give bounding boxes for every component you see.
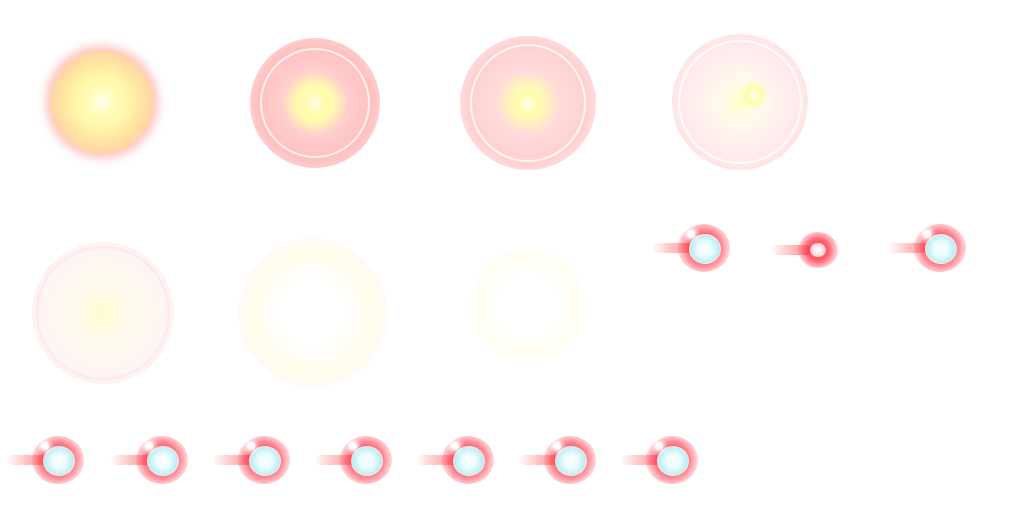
projectile-flare [247, 442, 255, 450]
projectile-frame-14 [314, 432, 400, 488]
impact-fade-frame-7 [470, 248, 586, 364]
projectile-flare [349, 442, 357, 450]
projectile-flare [655, 442, 663, 450]
impact-flash-frame-1 [50, 50, 154, 154]
projectile-frame-16 [518, 432, 604, 488]
projectile-frame-12 [110, 432, 196, 488]
impact-fade-frame-6 [238, 238, 388, 388]
projectile-core [249, 446, 281, 476]
projectile-tail [888, 243, 930, 253]
projectile-frame-17 [620, 432, 706, 488]
projectile-tail [652, 243, 694, 253]
flash-core [738, 80, 769, 111]
projectile-frame-9 [770, 222, 856, 278]
projectile-flare [145, 442, 153, 450]
impact-flash-frame-4 [672, 34, 808, 170]
shock-ring [470, 44, 586, 162]
projectile-frame-11 [6, 432, 92, 488]
projectile-tail [314, 455, 356, 465]
flash-core [67, 67, 137, 137]
projectile-flare [553, 442, 561, 450]
projectile-tail [416, 455, 458, 465]
projectile-core [351, 446, 383, 476]
shock-ring [260, 48, 370, 158]
projectile-core [689, 234, 721, 264]
projectile-core [147, 446, 179, 476]
flash-core [508, 83, 548, 123]
projectile-flare [41, 442, 49, 450]
projectile-frame-15 [416, 432, 502, 488]
projectile-tail [6, 455, 48, 465]
projectile-core [925, 234, 957, 264]
projectile-core [43, 446, 75, 476]
projectile-core [453, 446, 485, 476]
projectile-flare [451, 442, 459, 450]
projectile-tail [110, 455, 152, 465]
impact-flash-frame-2 [250, 38, 380, 168]
projectile-frame-13 [212, 432, 298, 488]
flash-core [295, 83, 335, 123]
projectile-frame-10 [888, 220, 974, 276]
impact-flash-frame-3 [460, 36, 596, 170]
projectile-tail [620, 455, 662, 465]
shock-ring [36, 246, 170, 380]
projectile-tail [212, 455, 254, 465]
shock-ring [678, 40, 802, 164]
impact-fade-frame-5 [32, 242, 174, 384]
projectile-flare [923, 230, 931, 238]
projectile-flare [687, 230, 695, 238]
projectile-core [810, 243, 826, 257]
projectile-core [555, 446, 587, 476]
projectile-frame-8 [652, 220, 738, 276]
projectile-tail [770, 245, 812, 255]
projectile-tail [518, 455, 560, 465]
projectile-core [657, 446, 689, 476]
